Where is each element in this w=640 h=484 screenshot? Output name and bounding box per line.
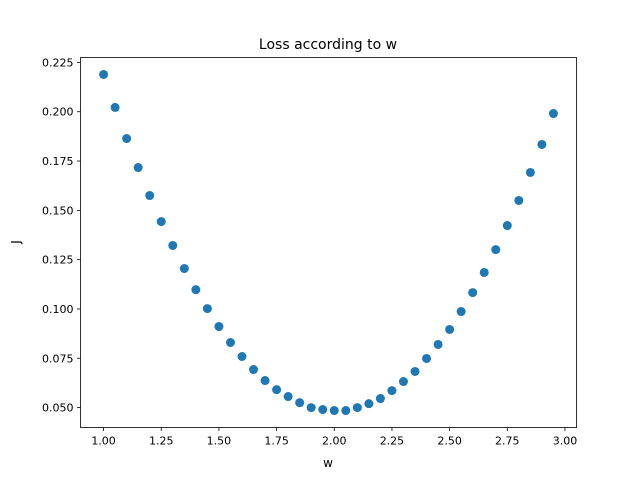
data-point (491, 245, 501, 255)
data-point (468, 288, 478, 298)
data-point (445, 324, 455, 334)
data-point (422, 353, 432, 363)
x-tick-label: 2.25 (380, 435, 405, 448)
data-point (110, 102, 120, 112)
x-tick-label: 2.75 (495, 435, 520, 448)
y-axis-label: J (9, 240, 23, 245)
x-axis-label: w (323, 456, 333, 470)
data-point (329, 406, 339, 416)
data-point (306, 403, 316, 413)
data-point (352, 403, 362, 413)
data-point (375, 394, 385, 404)
data-point (99, 69, 109, 79)
plot-frame (80, 57, 577, 428)
data-point (260, 376, 270, 386)
x-tick-label: 2.50 (437, 435, 462, 448)
data-point (179, 264, 189, 274)
data-point (237, 351, 247, 361)
axis-ticks: 1.00 1.25 1.50 1.75 2.00 2.25 2.50 2.75 3.00 0.05… (42, 56, 577, 447)
y-tick-label: 0.075 (42, 352, 74, 365)
data-point (191, 285, 201, 295)
data-point (341, 406, 351, 416)
data-point (145, 191, 155, 201)
data-points (99, 69, 558, 416)
data-point (122, 134, 132, 144)
data-point (295, 398, 305, 408)
data-point (168, 240, 178, 250)
x-tick-label: 1.50 (207, 435, 232, 448)
data-point (433, 339, 443, 349)
data-point (249, 365, 259, 375)
y-tick-label: 0.050 (42, 402, 74, 415)
data-point (398, 377, 408, 387)
data-point (214, 322, 224, 332)
y-tick-label: 0.100 (42, 303, 74, 316)
y-tick-label: 0.150 (42, 204, 74, 217)
data-point (202, 304, 212, 314)
data-point (156, 217, 166, 227)
x-tick-label: 1.75 (264, 435, 289, 448)
data-point (502, 221, 512, 231)
data-point (133, 163, 143, 173)
chart-title: Loss according to w (259, 37, 397, 53)
data-point (318, 405, 328, 415)
y-tick-label: 0.125 (42, 254, 74, 267)
y-tick-label: 0.225 (42, 56, 74, 69)
x-tick-label: 1.00 (91, 435, 116, 448)
data-point (479, 267, 489, 277)
y-tick-label: 0.175 (42, 155, 74, 168)
x-tick-label: 2.00 (322, 435, 347, 448)
data-point (514, 195, 524, 205)
data-point (283, 392, 293, 402)
data-point (387, 386, 397, 396)
x-tick-label: 3.00 (553, 435, 578, 448)
data-point (272, 385, 282, 395)
data-point (525, 167, 535, 177)
data-point (364, 399, 374, 409)
y-tick-label: 0.200 (42, 106, 74, 119)
data-point (548, 109, 558, 119)
data-point (410, 366, 420, 376)
data-point (225, 337, 235, 347)
data-point (537, 139, 547, 149)
x-tick-label: 1.25 (149, 435, 174, 448)
data-point (456, 307, 466, 317)
